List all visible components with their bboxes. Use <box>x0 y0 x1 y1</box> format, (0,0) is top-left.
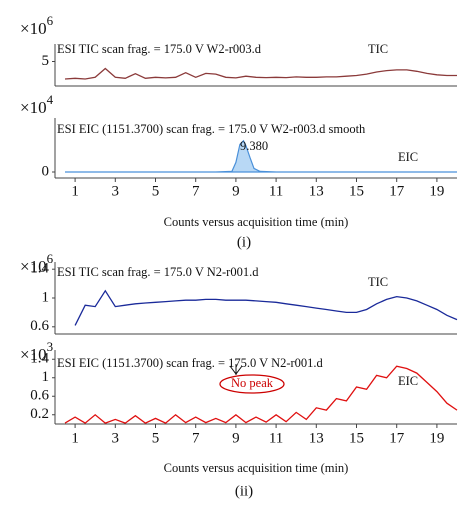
y-scale-power: 6 <box>47 13 54 28</box>
y-scale: ×104 <box>20 92 54 117</box>
panel-title: ESI EIC (1151.3700) scan frag. = 175.0 V… <box>57 122 366 136</box>
y-scale-base: ×10 <box>20 345 47 364</box>
x-axis-label: Counts versus acquisition time (min) <box>164 461 349 475</box>
x-tick-label: 13 <box>309 430 324 446</box>
y-tick-label: 1.4 <box>30 261 49 277</box>
y-scale-power: 6 <box>47 251 54 266</box>
x-tick-label: 7 <box>192 183 200 199</box>
line <box>64 365 458 424</box>
y-scale-power: 4 <box>47 92 54 107</box>
x-tick-label: 19 <box>429 430 444 446</box>
y-scale-power: 3 <box>47 339 54 354</box>
x-tick-label: 15 <box>349 183 364 199</box>
y-scale-base: ×10 <box>20 19 47 38</box>
y-scale-base: ×10 <box>20 98 47 117</box>
y-tick-label: 1 <box>42 289 50 305</box>
line <box>74 289 458 326</box>
y-tick-label: 5 <box>42 53 50 69</box>
x-tick-label: 5 <box>152 183 160 199</box>
x-tick-label: 5 <box>152 430 160 446</box>
x-tick-label: 17 <box>389 183 405 199</box>
y-scale: ×106 <box>20 13 54 38</box>
x-tick-label: 9 <box>232 430 240 446</box>
x-tick-label: 11 <box>269 183 283 199</box>
panel-title: ESI TIC scan frag. = 175.0 V N2-r001.d <box>57 265 259 279</box>
x-axis-label: Counts versus acquisition time (min) <box>164 215 349 229</box>
x-tick-label: 11 <box>269 430 283 446</box>
x-tick-label: 17 <box>389 430 405 446</box>
annotation-ring <box>219 374 285 394</box>
x-tick-label: 13 <box>309 183 324 199</box>
y-scale-base: ×10 <box>20 257 47 276</box>
y-scale: ×106 <box>20 251 54 276</box>
x-tick-label: 1 <box>71 183 79 199</box>
x-tick-label: 3 <box>112 183 120 199</box>
line <box>64 67 457 80</box>
panel-label: (i) <box>237 234 251 250</box>
panel-title: ESI EIC (1151.3700) scan frag. = 175.0 V… <box>57 356 324 370</box>
x-tick-label: 7 <box>192 430 200 446</box>
y-tick-label: 0.2 <box>30 406 49 422</box>
y-tick-label: 1.4 <box>30 351 49 367</box>
y-tick-label: 1 <box>42 369 50 385</box>
area <box>65 139 457 173</box>
x-tick-label: 15 <box>349 430 364 446</box>
x-tick-label: 9 <box>232 183 240 199</box>
y-scale: ×103 <box>20 339 53 364</box>
series-name: EIC <box>398 374 418 388</box>
x-tick-label: 1 <box>71 430 79 446</box>
y-tick-label: 0 <box>42 163 50 179</box>
series-name: TIC <box>368 275 388 289</box>
series-name: TIC <box>368 42 388 56</box>
annotation: 9.380 <box>240 139 268 153</box>
panel-label: (ii) <box>235 483 253 499</box>
y-tick-label: 0.6 <box>30 388 49 404</box>
y-tick-label: 0.6 <box>30 318 49 334</box>
annotation-arrowhead <box>229 365 243 375</box>
series-name: EIC <box>398 150 418 164</box>
x-tick-label: 3 <box>112 430 120 446</box>
x-tick-label: 19 <box>429 183 444 199</box>
panel-title: ESI TIC scan frag. = 175.0 V W2-r003.d <box>57 42 262 56</box>
annotation: No peak <box>231 376 274 390</box>
